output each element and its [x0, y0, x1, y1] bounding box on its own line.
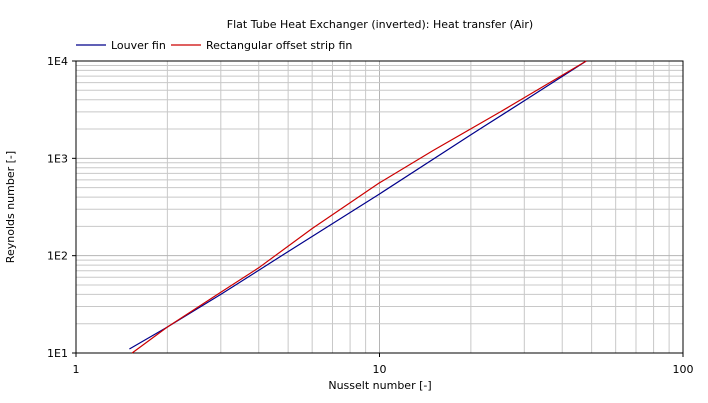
x-axis-ticks: 1 10 100: [73, 353, 694, 376]
y-axis-ticks: 1E1 1E2 1E3 1E4: [47, 55, 76, 360]
x-tick-label: 1: [73, 363, 80, 376]
y-tick-label: 1E2: [47, 250, 68, 263]
legend: Louver fin Rectangular offset strip fin: [76, 39, 352, 52]
y-tick-label: 1E3: [47, 152, 68, 165]
y-axis-label: Reynolds number [-]: [4, 151, 17, 263]
x-tick-label: 10: [373, 363, 387, 376]
y-tick-label: 1E4: [47, 55, 68, 68]
series-line-rectangular-offset-strip-fin: [131, 60, 587, 354]
y-tick-label: 1E1: [47, 347, 68, 360]
x-tick-label: 100: [673, 363, 694, 376]
grid: [76, 61, 683, 353]
x-axis-label: Nusselt number [-]: [328, 379, 431, 392]
series-group: [129, 60, 587, 354]
chart-title: Flat Tube Heat Exchanger (inverted): Hea…: [227, 18, 533, 31]
series-line-louver-fin: [129, 60, 587, 350]
legend-label-louver-fin: Louver fin: [111, 39, 166, 52]
legend-label-rectangular-offset-strip-fin: Rectangular offset strip fin: [206, 39, 352, 52]
